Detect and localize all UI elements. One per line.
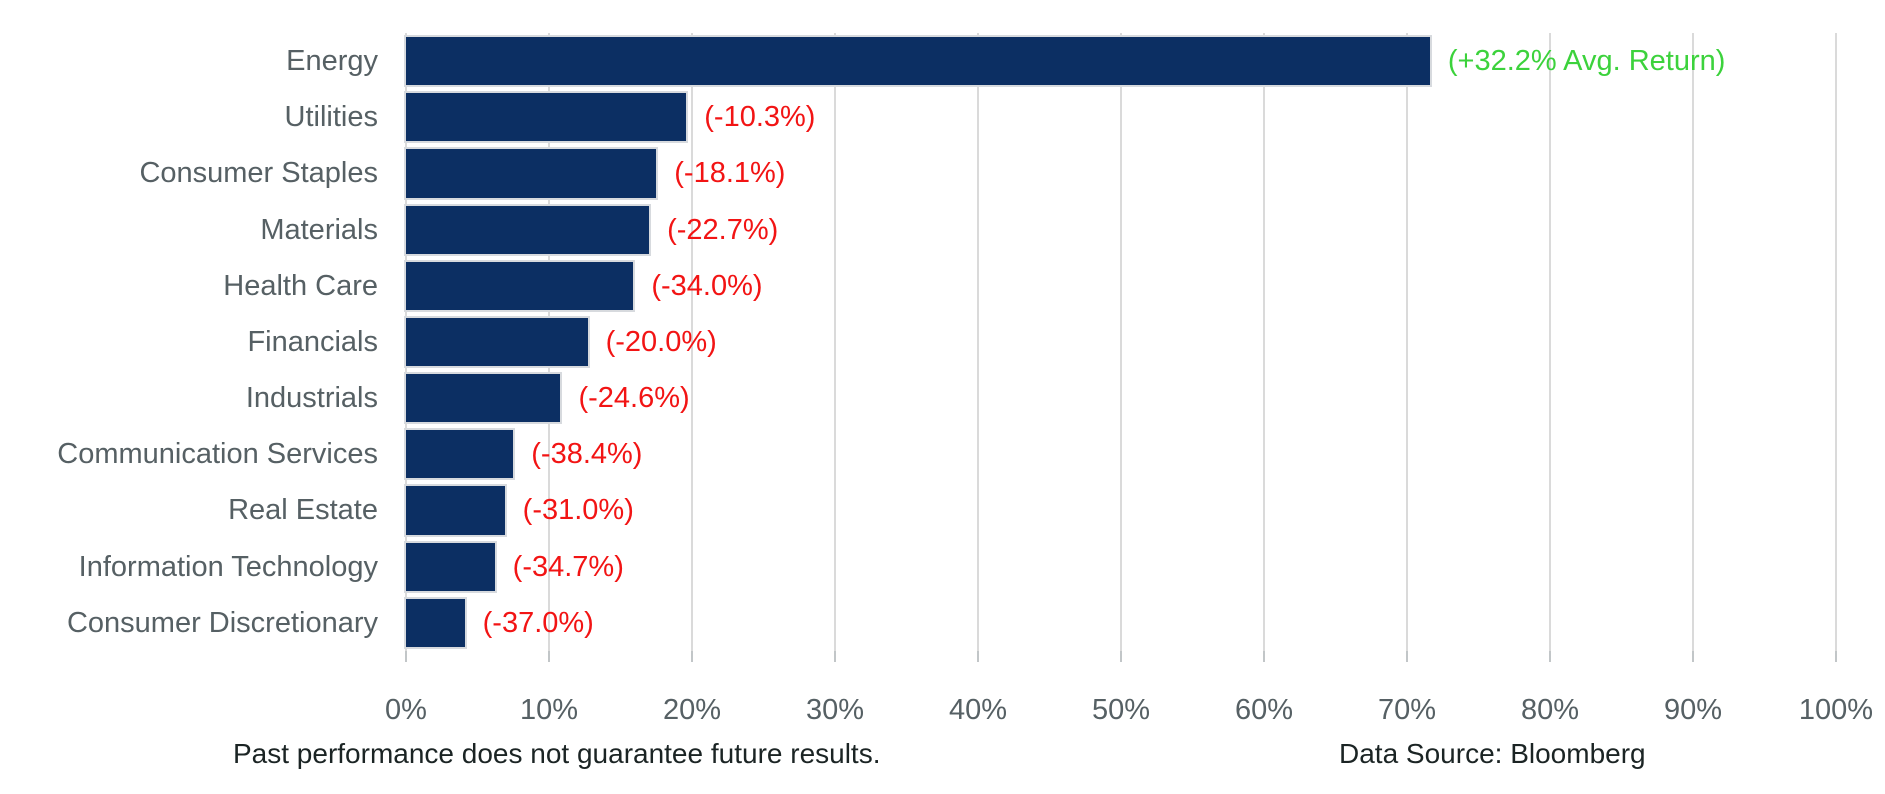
- x-axis-tick: [1120, 650, 1122, 662]
- bar: [404, 35, 1432, 88]
- gridline: [1692, 33, 1694, 651]
- disclaimer-text: Past performance does not guarantee futu…: [233, 738, 881, 769]
- x-axis-tick-label: 60%: [1234, 693, 1294, 726]
- category-label: Energy: [286, 45, 378, 77]
- gridline: [977, 33, 979, 651]
- category-label: Industrials: [245, 382, 378, 415]
- x-axis-tick-label: 100%: [1798, 693, 1874, 726]
- x-axis-tick: [1549, 650, 1551, 662]
- bar: [404, 596, 467, 649]
- x-axis-tick-label: 80%: [1520, 693, 1580, 726]
- gridline: [1120, 33, 1122, 651]
- category-label: Consumer Staples: [139, 157, 378, 190]
- data-source-text: Data Source: Bloomberg: [1339, 738, 1646, 769]
- bar-value-label: (-31.0%): [522, 494, 634, 527]
- category-label: Communication Services: [57, 438, 378, 471]
- gridline: [1406, 33, 1408, 651]
- bar: [404, 484, 507, 537]
- bar: [404, 147, 659, 200]
- bar-value-label: (-22.7%): [667, 213, 779, 246]
- x-axis-tick-label: 0%: [385, 693, 427, 726]
- bar: [404, 428, 516, 481]
- x-axis-tick: [1406, 650, 1408, 662]
- bar-value-label: (-34.0%): [651, 269, 763, 302]
- bar-value-label: (-20.0%): [605, 325, 717, 358]
- x-axis-tick: [691, 650, 693, 662]
- bar-value-label: (-34.7%): [512, 550, 624, 583]
- x-axis-tick: [1692, 650, 1694, 662]
- bar-value-label: (+32.2% Avg. Return): [1447, 45, 1726, 77]
- category-label: Health Care: [223, 269, 378, 302]
- x-axis-tick-label: 10%: [519, 693, 579, 726]
- category-label: Financials: [247, 325, 378, 358]
- category-label: Materials: [260, 213, 378, 246]
- x-axis-tick: [548, 650, 550, 662]
- bar: [404, 540, 497, 593]
- bar-value-label: (-24.6%): [578, 382, 690, 415]
- category-label: Real Estate: [228, 494, 378, 527]
- bar-value-label: (-37.0%): [482, 606, 594, 639]
- bar: [404, 203, 652, 256]
- x-axis-tick-label: 20%: [662, 693, 722, 726]
- x-axis-tick-label: 40%: [948, 693, 1008, 726]
- x-axis-tick: [1263, 650, 1265, 662]
- bar-value-label: (-18.1%): [674, 157, 786, 190]
- gridline: [691, 33, 693, 651]
- x-axis-tick: [1835, 650, 1837, 662]
- x-axis-tick: [834, 650, 836, 662]
- gridline: [1263, 33, 1265, 651]
- x-axis-tick-label: 50%: [1091, 693, 1151, 726]
- x-axis-tick-label: 90%: [1663, 693, 1723, 726]
- bar: [404, 315, 590, 369]
- category-label: Utilities: [284, 101, 378, 134]
- bar-value-label: (-38.4%): [531, 438, 643, 471]
- x-axis-tick: [977, 650, 979, 662]
- gridline: [834, 33, 836, 651]
- x-axis-tick-label: 70%: [1377, 693, 1437, 726]
- gridline: [1835, 33, 1837, 651]
- x-axis-tick: [405, 650, 407, 662]
- bar-value-label: (-10.3%): [704, 101, 816, 134]
- bar: [404, 91, 689, 144]
- category-label: Consumer Discretionary: [66, 606, 378, 639]
- bar: [404, 259, 636, 312]
- gridline: [1549, 33, 1551, 651]
- x-axis-tick-label: 30%: [805, 693, 865, 726]
- category-label: Information Technology: [78, 550, 378, 583]
- bar: [404, 372, 563, 425]
